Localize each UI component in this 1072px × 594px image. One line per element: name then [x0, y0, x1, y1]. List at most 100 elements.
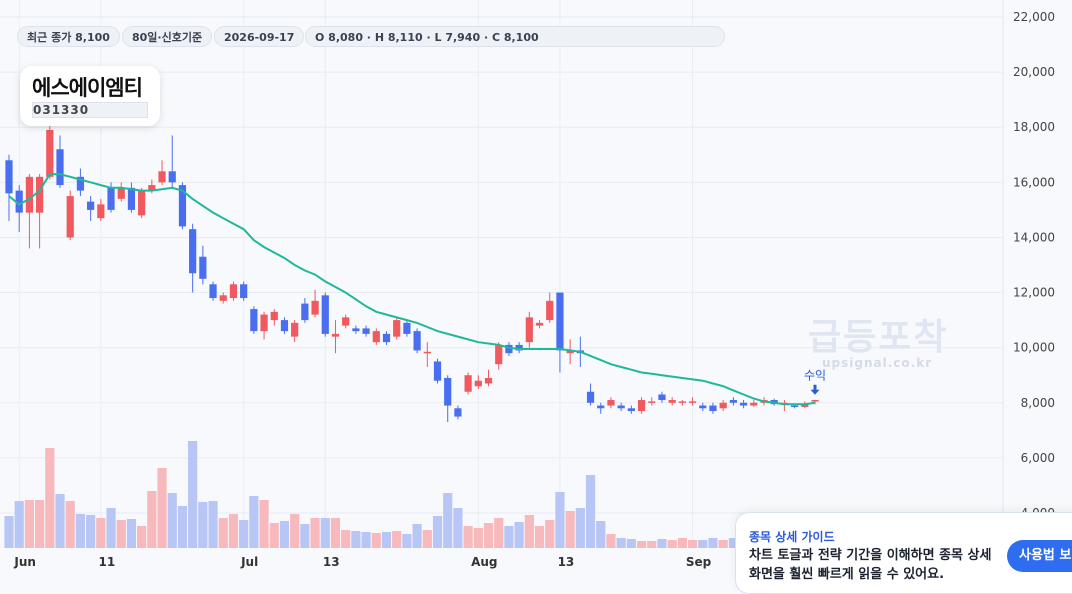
volume-bar	[341, 530, 351, 548]
volume-bar	[330, 518, 341, 548]
volume-bar	[504, 526, 514, 548]
candle-body	[117, 187, 125, 199]
guide-title: 종목 상세 가이드	[749, 530, 835, 544]
candle-body	[535, 322, 544, 326]
volume-bar	[126, 519, 137, 548]
volume-bar	[473, 528, 483, 548]
candle-body	[219, 295, 227, 301]
candle-body	[301, 303, 309, 321]
guide-body: 차트 토글과 전략 기간을 이해하면 종목 상세 화면을 훨씬 빠르게 읽을 수…	[749, 546, 991, 584]
stock-name: 에스에이엠티	[32, 76, 143, 100]
annotation-arrow	[810, 384, 820, 395]
volume-bar	[320, 518, 330, 548]
candle-body	[403, 322, 411, 334]
plot-background	[0, 0, 1003, 579]
volume-bar	[300, 524, 310, 548]
volume-bar	[4, 516, 14, 548]
candle-body	[148, 185, 156, 191]
stock-card: 에스에이엠티 031330	[20, 66, 160, 126]
candle-body	[342, 317, 350, 326]
volume-bar	[177, 506, 188, 548]
candle-body	[352, 328, 360, 332]
volume-bar	[616, 538, 626, 548]
candle-body	[331, 333, 340, 337]
candle-body	[270, 311, 278, 321]
candle-body	[586, 391, 595, 403]
volume-bar	[432, 516, 443, 548]
candle-body	[750, 402, 758, 406]
candle-body	[76, 176, 85, 191]
candle-body	[87, 201, 95, 210]
watermark-url: upsignal.co.kr	[822, 356, 933, 370]
candle-body	[484, 377, 493, 384]
volume-bar	[412, 524, 422, 548]
candle-body	[811, 400, 819, 402]
candle-body	[240, 284, 248, 299]
volume-bar	[606, 534, 616, 548]
y-tick-label: 12,000	[1013, 286, 1055, 300]
y-tick-label: 8,000	[1021, 396, 1055, 410]
candle-body	[138, 190, 146, 216]
volume-bar	[463, 526, 473, 548]
volume-bar	[555, 492, 565, 548]
volume-bar	[269, 523, 279, 548]
candle-body	[699, 405, 707, 409]
candle-body	[280, 320, 289, 332]
candle-body	[382, 333, 391, 343]
candle-body	[97, 204, 105, 219]
x-tick-label: 13	[558, 555, 575, 569]
volume-bar	[596, 521, 606, 548]
volume-bar	[290, 514, 300, 548]
volume-bar	[514, 522, 524, 548]
candle-body	[505, 344, 513, 354]
volume-bar	[575, 508, 585, 548]
guide-line: 차트 토글과 전략 기간을 이해하면 종목 상세	[749, 548, 992, 563]
candle-body	[5, 160, 13, 194]
stock-code: 031330	[32, 102, 148, 118]
volume-bar	[218, 518, 228, 548]
y-tick-label: 16,000	[1013, 175, 1055, 189]
candle-body	[566, 350, 574, 354]
volume-bar	[392, 531, 402, 548]
volume-bar	[228, 514, 239, 548]
candle-body	[311, 300, 319, 315]
candle-body	[321, 295, 329, 334]
volume-bar	[198, 502, 208, 548]
volume-bar	[35, 500, 45, 548]
guide-line: 화면을 훨씬 빠르게 읽을 수 있어요.	[749, 567, 945, 582]
candle-body	[546, 300, 554, 321]
x-tick-label: Jun	[13, 555, 36, 569]
volume-bar	[708, 538, 718, 548]
candle-body	[56, 149, 64, 186]
candle-body	[36, 176, 44, 213]
volume-bar	[494, 518, 504, 548]
volume-bar	[279, 521, 290, 548]
volume-bar	[443, 493, 453, 548]
y-tick-label: 10,000	[1013, 341, 1055, 355]
y-tick-label: 20,000	[1013, 65, 1055, 79]
candle-body	[729, 400, 737, 403]
x-tick-label: Jul	[240, 555, 258, 569]
candle-body	[127, 187, 136, 210]
volume-bar	[106, 508, 116, 548]
moving-average	[8, 173, 816, 406]
candle-body	[444, 377, 452, 406]
volume-bar	[361, 532, 371, 548]
volume-bar	[75, 514, 86, 548]
volume-bar	[208, 501, 218, 548]
volume-bar	[657, 539, 667, 548]
candle-body	[15, 190, 23, 213]
guide-button[interactable]: 사용법 보기	[1007, 540, 1072, 572]
x-tick-label: Sep	[686, 555, 712, 569]
volume-bar	[249, 496, 259, 548]
candle-body	[648, 401, 656, 403]
candle-body	[25, 176, 34, 213]
volume-bar	[626, 539, 636, 548]
candle-body	[790, 405, 799, 408]
volume-bar	[65, 501, 75, 548]
y-tick-label: 14,000	[1013, 230, 1055, 244]
volume-bar	[381, 532, 392, 548]
candle-body	[597, 405, 605, 409]
volume-bar	[24, 500, 35, 548]
